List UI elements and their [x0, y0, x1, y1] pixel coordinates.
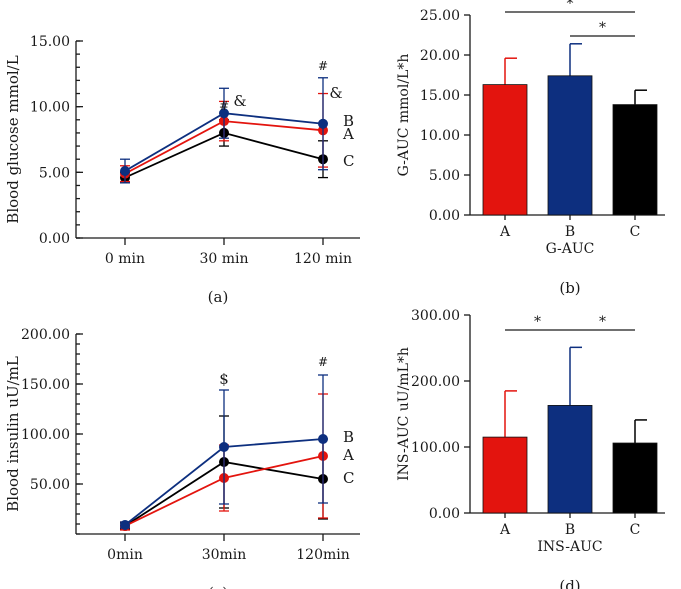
data-point-B	[219, 442, 229, 452]
x-tick-label: 0min	[107, 547, 143, 563]
significance-mark: &	[329, 84, 342, 102]
bar-C	[612, 104, 658, 216]
y-tick-label: 25.00	[420, 8, 460, 24]
panel-label: (d)	[559, 577, 580, 589]
x-tick-label: 120min	[296, 547, 350, 563]
x-axis-label: INS-AUC	[537, 539, 602, 555]
y-tick-label: 0.00	[39, 231, 70, 247]
significance-star: *	[599, 20, 606, 36]
bar-A	[482, 84, 528, 216]
y-axis-label: Blood glucose mmol/L	[4, 55, 22, 223]
y-tick-label: 200.00	[21, 327, 70, 343]
series-label-B: B	[343, 112, 354, 130]
x-tick-label: 30min	[202, 547, 247, 563]
panel-label: (a)	[208, 288, 229, 306]
x-tick-label: 120 min	[294, 251, 352, 267]
y-axis-label: G-AUC mmol/L*h	[396, 54, 412, 177]
bar-B	[547, 405, 593, 514]
data-point-B	[219, 108, 229, 119]
y-tick-label: 150.00	[21, 377, 70, 393]
x-tick-label: 30 min	[199, 251, 248, 267]
x-tick-label: 0 min	[105, 251, 145, 267]
x-tick-label: C	[630, 224, 641, 240]
significance-mark: $	[219, 370, 229, 388]
bar-C	[612, 442, 658, 514]
data-point-B	[120, 166, 130, 177]
y-tick-label: 200.00	[411, 374, 460, 390]
x-tick-label: A	[499, 522, 511, 538]
significance-mark: #	[219, 99, 229, 113]
panel-label: (b)	[559, 279, 580, 297]
y-tick-label: 10.00	[420, 128, 460, 144]
y-axis-label: Blood insulin uU/mL	[4, 356, 22, 512]
y-tick-label: 100.00	[21, 427, 70, 443]
data-point-B	[120, 520, 130, 530]
y-tick-label: 20.00	[420, 48, 460, 64]
y-tick-label: 5.00	[39, 165, 70, 181]
y-tick-label: 0.00	[429, 506, 460, 522]
x-tick-label: A	[499, 224, 511, 240]
x-tick-label: C	[630, 522, 641, 538]
significance-mark: #	[318, 355, 328, 369]
bar-A	[482, 436, 528, 514]
series-label-B: B	[343, 428, 354, 446]
x-axis-label: G-AUC	[546, 241, 595, 257]
significance-mark: #	[318, 59, 328, 73]
x-tick-label: B	[565, 522, 575, 538]
y-tick-label: 10.00	[30, 100, 70, 116]
data-point-B	[318, 118, 328, 129]
data-point-B	[318, 434, 328, 444]
y-tick-label: 50.00	[30, 477, 70, 493]
y-tick-label: 300.00	[411, 308, 460, 324]
y-tick-label: 15.00	[420, 88, 460, 104]
panel-label: (c)	[208, 584, 228, 589]
series-label-C: C	[343, 152, 354, 170]
significance-star: *	[567, 0, 574, 12]
series-label-C: C	[343, 469, 354, 487]
y-tick-label: 0.00	[429, 208, 460, 224]
y-tick-label: 15.00	[30, 34, 70, 50]
y-axis-label: INS-AUC uU/mL*h	[396, 347, 412, 481]
significance-star: *	[534, 314, 541, 330]
x-tick-label: B	[565, 224, 575, 240]
y-tick-label: 5.00	[429, 168, 460, 184]
bar-B	[547, 75, 593, 216]
significance-mark: &	[233, 92, 246, 110]
series-label-A: A	[342, 446, 354, 464]
significance-star: *	[599, 314, 606, 330]
series-label-A: A	[342, 125, 354, 143]
y-tick-label: 100.00	[411, 440, 460, 456]
